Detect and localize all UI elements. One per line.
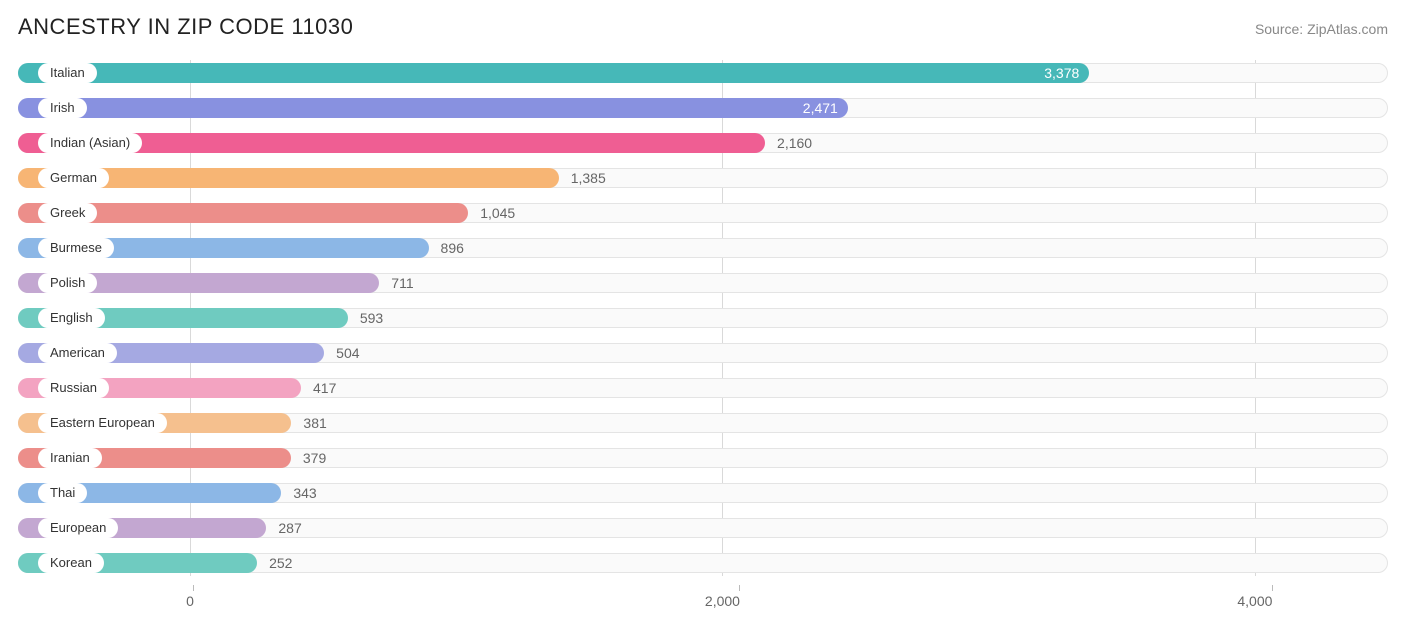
category-pill: Indian (Asian): [38, 133, 142, 153]
bar-row: Italian 3,378: [18, 60, 1388, 86]
category-pill: Greek: [38, 203, 97, 223]
tick-label: 2,000: [705, 593, 740, 609]
bar-fill: [18, 98, 848, 118]
bar-row: Greek 1,045: [18, 200, 1388, 226]
value-label: 896: [441, 240, 464, 256]
value-label: 1,045: [480, 205, 515, 221]
value-label: 381: [303, 415, 326, 431]
bar-row: Indian (Asian) 2,160: [18, 130, 1388, 156]
tick-mark: [739, 585, 740, 591]
chart-header: ANCESTRY IN ZIP CODE 11030 Source: ZipAt…: [18, 14, 1388, 40]
tick-label: 0: [186, 593, 194, 609]
chart-source: Source: ZipAtlas.com: [1255, 21, 1388, 37]
value-label: 379: [303, 450, 326, 466]
bar-row: Eastern European 381: [18, 410, 1388, 436]
bar-row: Irish 2,471: [18, 95, 1388, 121]
value-label: 593: [360, 310, 383, 326]
category-pill: American: [38, 343, 117, 363]
bar-row: English 593: [18, 305, 1388, 331]
tick-mark: [1272, 585, 1273, 591]
x-axis-tick: 2,000: [722, 585, 757, 609]
category-pill: Italian: [38, 63, 97, 83]
bar-row: German 1,385: [18, 165, 1388, 191]
category-pill: Russian: [38, 378, 109, 398]
value-label: 2,471: [803, 100, 838, 116]
bar-row: American 504: [18, 340, 1388, 366]
value-label: 504: [336, 345, 359, 361]
value-label: 287: [278, 520, 301, 536]
category-pill: Irish: [38, 98, 87, 118]
value-label: 711: [391, 275, 413, 291]
value-label: 417: [313, 380, 336, 396]
chart-area: Italian 3,378 Irish 2,471 Indian (Asian) 2,16…: [18, 60, 1388, 615]
value-label: 252: [269, 555, 292, 571]
x-axis-tick: 0: [190, 585, 198, 609]
tick-label: 4,000: [1237, 593, 1272, 609]
tick-mark: [193, 585, 194, 591]
category-pill: Iranian: [38, 448, 102, 468]
category-pill: Eastern European: [38, 413, 167, 433]
x-axis: 0 2,000 4,000: [18, 585, 1388, 615]
value-label: 1,385: [571, 170, 606, 186]
bar-row: Polish 711: [18, 270, 1388, 296]
bar-row: Korean 252: [18, 550, 1388, 576]
bar-fill: [18, 63, 1089, 83]
value-label: 343: [293, 485, 316, 501]
category-pill: Thai: [38, 483, 87, 503]
value-label: 3,378: [1044, 65, 1079, 81]
category-pill: English: [38, 308, 105, 328]
x-axis-tick: 4,000: [1255, 585, 1290, 609]
bar-row: European 287: [18, 515, 1388, 541]
category-pill: German: [38, 168, 109, 188]
bar-row: Iranian 379: [18, 445, 1388, 471]
category-pill: European: [38, 518, 118, 538]
chart-title: ANCESTRY IN ZIP CODE 11030: [18, 14, 353, 40]
category-pill: Burmese: [38, 238, 114, 258]
chart-bars: Italian 3,378 Irish 2,471 Indian (Asian) 2,16…: [18, 60, 1388, 576]
value-label: 2,160: [777, 135, 812, 151]
bar-row: Thai 343: [18, 480, 1388, 506]
bar-row: Russian 417: [18, 375, 1388, 401]
bar-row: Burmese 896: [18, 235, 1388, 261]
category-pill: Polish: [38, 273, 97, 293]
category-pill: Korean: [38, 553, 104, 573]
